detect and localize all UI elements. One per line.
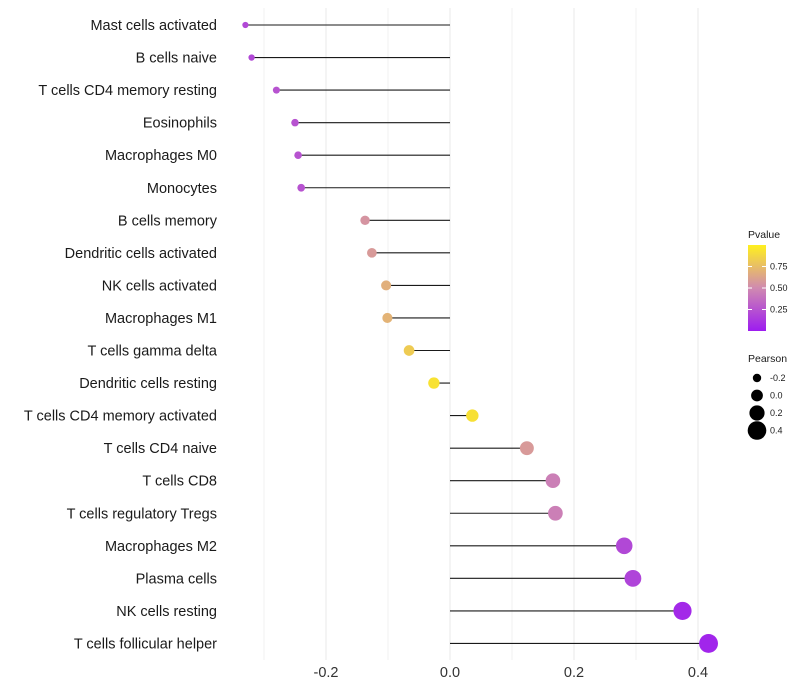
category-labels: Mast cells activated B cells naive T cells… xyxy=(24,18,218,652)
pvalue-legend-title: Pvalue xyxy=(748,229,780,241)
lollipop-point xyxy=(673,601,692,620)
category-label: Eosinophils xyxy=(143,116,217,132)
lollipop-point xyxy=(403,345,415,356)
pearson-legend-label: -0.2 xyxy=(770,373,786,383)
lollipop-point xyxy=(428,377,440,389)
lollipop-point xyxy=(381,280,392,291)
colorbar-tick-label: 0.25 xyxy=(770,305,788,315)
pearson-legend-dot xyxy=(747,421,767,440)
x-tick-label: -0.2 xyxy=(314,665,339,681)
pvalue-legend-ticks: 0.25 0.50 0.75 xyxy=(748,262,788,315)
x-tick-label: 0.2 xyxy=(564,665,584,681)
category-label: Plasma cells xyxy=(136,571,217,587)
lollipop-point xyxy=(297,183,306,192)
lollipop-point xyxy=(272,86,280,94)
lollipop-point xyxy=(466,409,479,422)
category-label: T cells CD4 memory resting xyxy=(38,83,217,99)
category-label: NK cells resting xyxy=(116,604,217,620)
x-tick-label: 0.0 xyxy=(440,665,460,681)
lollipop-point xyxy=(615,537,633,555)
category-label: Dendritic cells activated xyxy=(65,246,217,262)
category-label: T cells CD8 xyxy=(142,474,217,490)
lollipop-point xyxy=(548,505,563,521)
pvalue-colorbar xyxy=(748,245,766,331)
pearson-legend-label: 0.2 xyxy=(770,408,783,418)
category-label: Dendritic cells resting xyxy=(79,376,217,392)
pearson-legend: Pearson -0.2 0.0 0.2 0.4 xyxy=(747,353,787,440)
pearson-legend-dot xyxy=(751,389,763,402)
category-label: NK cells activated xyxy=(102,278,217,294)
category-label: T cells CD4 naive xyxy=(104,441,217,457)
category-label: Macrophages M1 xyxy=(105,311,217,327)
lollipop-point xyxy=(242,21,249,29)
lollipop-point xyxy=(624,569,642,587)
pearson-legend-dot xyxy=(752,373,762,383)
lollipop-point xyxy=(291,118,299,127)
lollipop-point xyxy=(699,634,718,653)
lollipop-point xyxy=(382,312,393,323)
pearson-legend-dot xyxy=(749,405,765,421)
category-label: T cells follicular helper xyxy=(74,636,217,652)
category-label: Macrophages M2 xyxy=(105,539,217,555)
grid-layer xyxy=(263,8,699,660)
lollipop-point xyxy=(360,215,370,226)
lollipop-point xyxy=(545,473,561,489)
segment-layer xyxy=(245,24,709,645)
point-layer xyxy=(242,21,718,653)
pearson-legend-label: 0.4 xyxy=(770,426,783,436)
lollipop-point xyxy=(294,151,302,160)
category-label: Monocytes xyxy=(147,181,217,197)
pearson-legend-title: Pearson xyxy=(748,353,787,365)
pearson-legend-items: -0.2 0.0 0.2 0.4 xyxy=(747,373,786,440)
category-label: T cells CD4 memory activated xyxy=(24,409,217,425)
category-label: B cells memory xyxy=(118,213,218,229)
colorbar-tick-label: 0.50 xyxy=(770,283,788,293)
pvalue-legend: Pvalue 0.25 0.50 0.75 xyxy=(748,229,788,331)
x-tick-label: 0.4 xyxy=(688,665,708,681)
category-label: B cells naive xyxy=(136,51,217,67)
lollipop-point xyxy=(248,54,255,61)
category-label: T cells regulatory Tregs xyxy=(67,506,217,522)
category-label: Macrophages M0 xyxy=(105,148,217,164)
category-label: Mast cells activated xyxy=(90,18,217,34)
lollipop-point xyxy=(519,441,534,456)
category-label: T cells gamma delta xyxy=(88,344,218,360)
colorbar-tick-label: 0.75 xyxy=(770,262,788,272)
pearson-legend-label: 0.0 xyxy=(770,391,783,401)
lollipop-point xyxy=(367,248,377,258)
x-axis-ticks: -0.2 0.0 0.2 0.4 xyxy=(314,665,709,681)
